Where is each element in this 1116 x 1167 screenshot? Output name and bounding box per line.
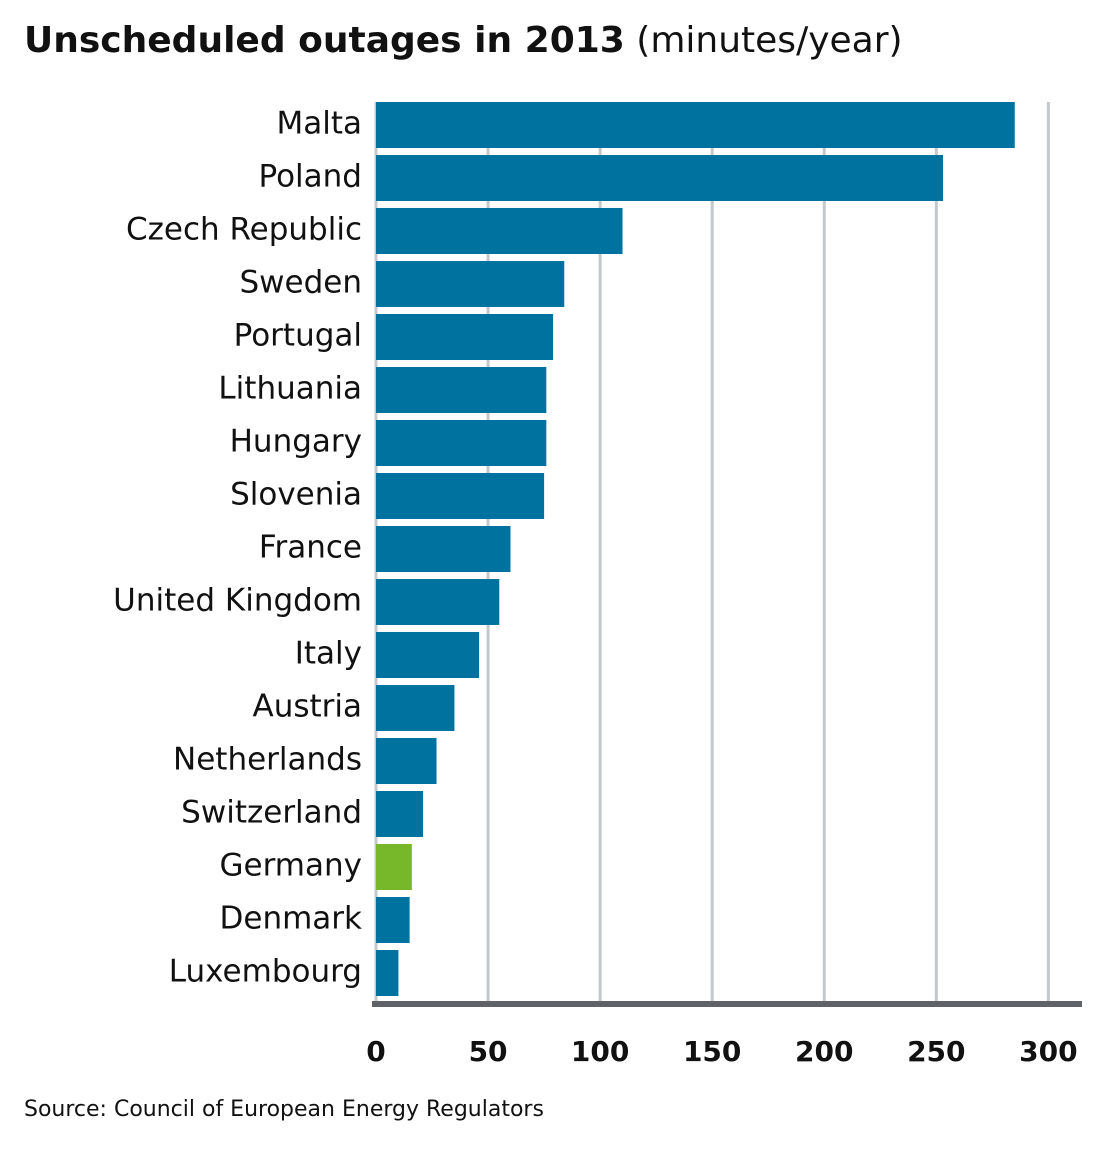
y-tick-label: Italy: [295, 636, 362, 672]
bar: [376, 844, 412, 890]
bar: [376, 102, 1015, 148]
y-tick-label: Switzerland: [181, 795, 362, 831]
y-tick-label: France: [259, 530, 362, 566]
bar: [376, 420, 547, 466]
y-tick-label: Lithuania: [218, 371, 362, 407]
x-tick-label: 200: [795, 1035, 853, 1068]
bar: [376, 261, 565, 307]
bar: [376, 950, 399, 996]
bar: [376, 897, 410, 943]
x-tick-label: 100: [571, 1035, 629, 1068]
bar: [376, 738, 437, 784]
chart-subtitle: (minutes/year): [636, 20, 902, 61]
x-tick-label: 50: [469, 1035, 508, 1068]
y-tick-label: Luxembourg: [169, 954, 362, 990]
bar: [376, 155, 944, 201]
y-tick-label: Netherlands: [173, 742, 362, 778]
bar: [376, 314, 554, 360]
bar: [376, 579, 500, 625]
y-tick-label: Slovenia: [230, 477, 362, 513]
bar: [376, 685, 455, 731]
bar: [376, 791, 424, 837]
x-tick-label: 0: [366, 1035, 385, 1068]
x-tick-label: 150: [683, 1035, 741, 1068]
bar: [376, 526, 511, 572]
y-tick-label: Germany: [220, 848, 362, 884]
bar: [376, 632, 480, 678]
x-tick-label: 300: [1019, 1035, 1077, 1068]
source-note: Source: Council of European Energy Regul…: [24, 1097, 544, 1122]
y-tick-label: Poland: [259, 159, 363, 195]
y-tick-label: Sweden: [239, 265, 362, 301]
y-tick-label: Malta: [276, 106, 362, 142]
y-tick-label: United Kingdom: [113, 583, 362, 619]
x-tick-label: 250: [907, 1035, 965, 1068]
bar: [376, 208, 623, 254]
y-tick-label: Portugal: [234, 318, 362, 354]
y-tick-label: Czech Republic: [126, 212, 362, 248]
bar: [376, 473, 545, 519]
y-tick-label: Hungary: [230, 424, 362, 460]
y-tick-label: Denmark: [220, 901, 363, 937]
chart-heading: Unscheduled outages in 2013 (minutes/yea…: [24, 20, 903, 61]
chart-title: Unscheduled outages in 2013: [24, 20, 625, 61]
bar: [376, 367, 547, 413]
y-tick-label: Austria: [252, 689, 362, 725]
